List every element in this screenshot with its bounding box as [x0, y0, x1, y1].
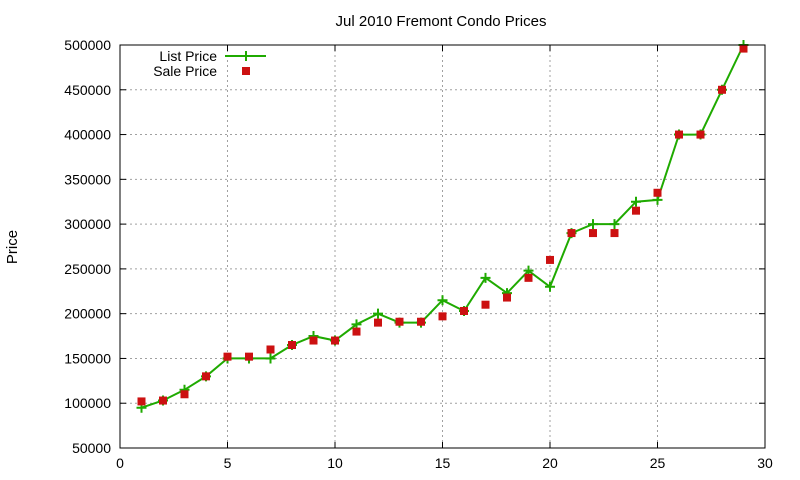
x-tick-label: 20	[542, 455, 558, 471]
sale-price-point	[696, 130, 705, 139]
y-tick-label: 350000	[64, 171, 111, 187]
sale-price-point	[202, 372, 210, 381]
gridlines	[120, 45, 765, 448]
sale-price-point	[223, 352, 232, 361]
sale-price-point	[653, 188, 662, 197]
sale-price-point	[309, 336, 318, 345]
sale-price-point	[438, 312, 447, 321]
list-price-point	[265, 353, 276, 364]
y-tick-label: 50000	[72, 440, 111, 456]
list-price-point	[545, 281, 555, 292]
y-tick-label: 200000	[64, 306, 111, 322]
plot-frame	[119, 44, 766, 449]
legend-label-list-price: List Price	[159, 48, 217, 64]
sale-price-point	[546, 255, 554, 264]
legend-label-sale-price: Sale Price	[153, 63, 217, 79]
list-price-point	[609, 219, 620, 230]
list-price-point	[480, 272, 491, 283]
x-tick-label: 15	[435, 455, 451, 471]
sale-price-point	[675, 130, 683, 139]
x-tick-label: 10	[327, 455, 343, 471]
sale-price-point	[503, 293, 511, 302]
sale-price-point	[567, 229, 576, 238]
sale-price-point	[159, 396, 167, 405]
y-tick-label: 450000	[64, 82, 111, 98]
chart-title: Jul 2010 Fremont Condo Prices	[336, 13, 547, 30]
sale-price-point	[288, 341, 296, 350]
sale-price-point	[374, 318, 382, 327]
y-tick-label: 250000	[64, 261, 111, 277]
sale-price-point	[460, 306, 468, 315]
sale-price-point	[417, 317, 425, 326]
list-price-point	[373, 308, 383, 319]
sale-price-point	[180, 390, 189, 399]
y-tick-label: 500000	[64, 37, 111, 53]
x-tick-label: 25	[650, 455, 666, 471]
sale-price-point	[610, 229, 619, 238]
sale-price-point	[632, 206, 640, 215]
legend-marker-sale-price	[242, 67, 250, 75]
sale-price-point	[739, 44, 748, 53]
sale-price-point	[589, 229, 597, 238]
sale-price-point	[266, 345, 275, 354]
sale-price-point	[137, 397, 146, 406]
x-tick-label: 30	[757, 455, 773, 471]
sale-price-point	[395, 317, 404, 326]
sale-price-point	[481, 300, 490, 309]
series-layer	[136, 40, 749, 413]
legend: List Price Sale Price	[153, 48, 266, 79]
y-tick-label: 150000	[64, 350, 111, 366]
sale-price-point	[524, 273, 533, 282]
x-tick-label: 0	[116, 455, 124, 471]
list-price-point	[588, 219, 598, 230]
list-price-point	[631, 196, 641, 207]
y-axis-label: Price	[4, 230, 21, 264]
y-tick-label: 300000	[64, 216, 111, 232]
list-price-point	[437, 295, 448, 306]
sale-price-point	[331, 336, 339, 345]
x-tick-label: 5	[224, 455, 232, 471]
y-tick-label: 100000	[64, 395, 111, 411]
y-tick-label: 400000	[64, 127, 111, 143]
sale-price-point	[352, 327, 361, 336]
axis-ticks: 50000 100000 150000 200000 250000 300000 35000…	[64, 37, 773, 471]
sale-price-point	[718, 85, 726, 94]
legend-marker-list-price	[241, 51, 251, 61]
sale-price-point	[245, 352, 253, 361]
